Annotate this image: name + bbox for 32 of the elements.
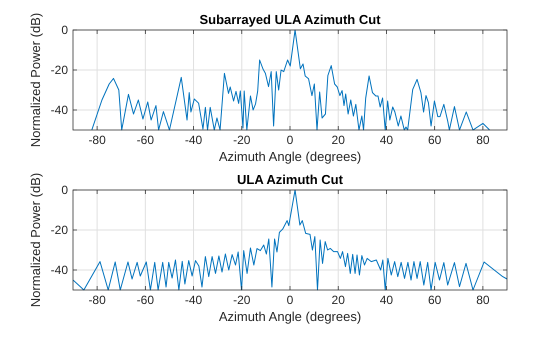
line-series [73, 190, 507, 290]
y-tick-label: 0 [61, 183, 68, 197]
y-tick-label: -20 [50, 63, 68, 77]
x-tick-label: 40 [380, 133, 394, 147]
x-tick-label: -80 [88, 293, 106, 307]
x-axis-title: Azimuth Angle (degrees) [218, 149, 362, 164]
y-axis-title: Normalized Power (dB) [28, 172, 43, 308]
line-series [91, 30, 490, 130]
x-tick-label: 40 [380, 293, 394, 307]
x-tick-label: -20 [233, 133, 251, 147]
x-tick-label: -80 [88, 133, 106, 147]
x-axis-title: Azimuth Angle (degrees) [218, 309, 362, 324]
x-tick-label: 20 [332, 133, 346, 147]
x-tick-label: -40 [184, 293, 203, 307]
y-axis-title: Normalized Power (dB) [28, 12, 43, 148]
x-tick-label: -40 [184, 133, 203, 147]
y-tick-label: -40 [50, 263, 68, 277]
x-tick-label: -20 [233, 293, 251, 307]
x-tick-label: 0 [286, 133, 294, 147]
chart-title: Subarrayed ULA Azimuth Cut [199, 12, 382, 27]
x-tick-label: 60 [428, 133, 442, 147]
x-tick-label: -60 [136, 133, 154, 147]
y-tick-label: -20 [50, 223, 68, 237]
x-tick-label: -60 [136, 293, 154, 307]
x-tick-label: 0 [286, 293, 294, 307]
x-tick-label: 80 [476, 133, 490, 147]
y-tick-label: 0 [61, 23, 68, 37]
x-tick-label: 80 [476, 293, 490, 307]
y-tick-label: -40 [50, 103, 68, 117]
x-tick-label: 60 [428, 293, 442, 307]
chart-title: ULA Azimuth Cut [237, 172, 344, 187]
x-tick-label: 20 [332, 293, 346, 307]
